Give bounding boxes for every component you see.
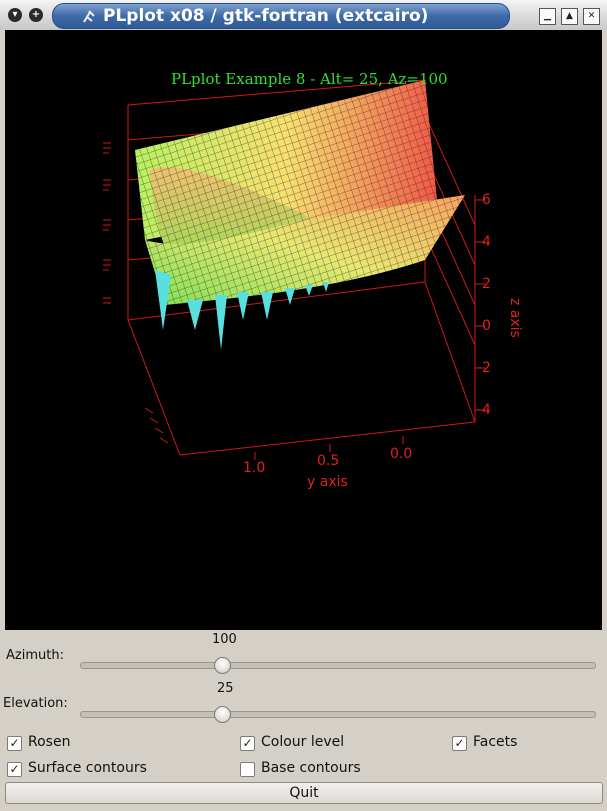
colour-level-label[interactable]: Colour level: [261, 734, 345, 750]
facets-checkbox[interactable]: ✓: [452, 736, 467, 751]
surface-spikes: [155, 270, 329, 350]
z-tick-6: 6: [482, 192, 491, 208]
title-bar[interactable]: ▾ + PLplot x08 / gtk-fortran (extcairo) …: [0, 0, 607, 30]
y-tick-0-0: 0.0: [390, 446, 413, 462]
title-pill: PLplot x08 / gtk-fortran (extcairo): [52, 3, 510, 29]
surface-front-mesh: [145, 195, 465, 305]
surface-contours-checkbox[interactable]: ✓: [7, 762, 22, 777]
elevation-slider-handle[interactable]: [214, 706, 232, 723]
window-menu-icon[interactable]: ▾: [8, 8, 22, 22]
rosen-checkbox[interactable]: ✓: [7, 736, 22, 751]
y-axis-label: y axis: [307, 474, 348, 490]
colour-level-checkbox[interactable]: ✓: [240, 736, 255, 751]
quit-button[interactable]: Quit: [5, 782, 603, 804]
y-tick-1-0: 1.0: [243, 460, 266, 476]
y-axis-ticks: [254, 436, 404, 460]
z-tick-2: 2: [482, 276, 491, 292]
base-contours-label[interactable]: Base contours: [261, 760, 361, 776]
z-axis-ticks: [475, 199, 485, 411]
elevation-slider[interactable]: [80, 711, 596, 718]
left-ticks: [103, 142, 169, 444]
app-icon: [83, 10, 95, 23]
facets-label[interactable]: Facets: [473, 734, 518, 750]
minimize-button[interactable]: ▁: [539, 8, 556, 25]
close-button[interactable]: ✕: [583, 8, 600, 25]
azimuth-slider[interactable]: [80, 662, 596, 669]
base-contours-checkbox[interactable]: [240, 762, 255, 777]
elevation-value: 25: [217, 681, 234, 696]
maximize-button[interactable]: ▲: [561, 8, 578, 25]
surface-plot: [103, 79, 485, 460]
z-axis-label: z axis: [507, 298, 523, 338]
z-tick-neg2: -2: [477, 360, 491, 376]
y-tick-0-5: 0.5: [317, 453, 340, 469]
azimuth-value: 100: [212, 632, 237, 647]
azimuth-label: Azimuth:: [6, 648, 64, 663]
rosen-label[interactable]: Rosen: [28, 734, 71, 750]
z-tick-0: 0: [482, 318, 491, 334]
window-title: PLplot x08 / gtk-fortran (extcairo): [103, 6, 429, 26]
pin-icon[interactable]: +: [29, 8, 43, 22]
surface-contours-label[interactable]: Surface contours: [28, 760, 147, 776]
z-tick-neg4: -4: [477, 402, 491, 418]
elevation-label: Elevation:: [3, 696, 68, 711]
z-tick-4: 4: [482, 234, 491, 250]
azimuth-slider-handle[interactable]: [214, 657, 232, 674]
plot-title: PLplot Example 8 - Alt= 25, Az=100: [171, 70, 448, 88]
plot-canvas: PLplot Example 8 - Alt= 25, Az=100 6 4 2…: [5, 30, 602, 630]
